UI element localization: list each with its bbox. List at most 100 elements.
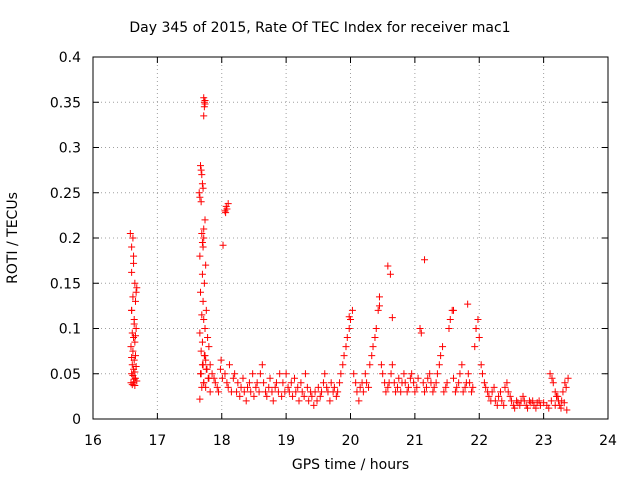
data-point xyxy=(196,395,204,403)
data-point xyxy=(131,297,139,305)
data-point xyxy=(488,388,496,396)
data-point xyxy=(290,374,298,382)
data-point xyxy=(198,180,206,188)
data-point xyxy=(390,379,398,387)
data-point xyxy=(403,388,411,396)
data-point xyxy=(413,383,421,391)
data-point xyxy=(411,388,419,396)
data-point xyxy=(131,352,139,360)
data-point xyxy=(305,397,313,405)
data-point xyxy=(224,383,232,391)
data-point xyxy=(546,370,554,378)
chart-title: Day 345 of 2015, Rate Of TEC Index for r… xyxy=(129,20,511,36)
data-point xyxy=(393,383,401,391)
data-point xyxy=(559,388,567,396)
data-point xyxy=(300,392,308,400)
y-tick-label: 0.3 xyxy=(59,141,81,157)
y-tick-label: 0.1 xyxy=(59,322,81,338)
data-point xyxy=(198,361,206,369)
data-point xyxy=(359,388,367,396)
data-point xyxy=(265,383,273,391)
scatter-points xyxy=(126,94,572,414)
data-point xyxy=(298,388,306,396)
data-point xyxy=(128,243,136,251)
data-point xyxy=(478,370,486,378)
data-point xyxy=(229,374,237,382)
data-point xyxy=(404,383,412,391)
data-point xyxy=(269,397,277,405)
data-point xyxy=(408,370,416,378)
data-point xyxy=(133,284,141,292)
data-point xyxy=(132,325,140,332)
data-point xyxy=(439,343,447,351)
data-point xyxy=(471,343,479,351)
data-point xyxy=(374,306,382,314)
data-point xyxy=(485,392,493,400)
data-point xyxy=(217,356,225,364)
data-point xyxy=(201,216,209,224)
data-point xyxy=(561,379,569,387)
x-tick-label: 21 xyxy=(406,433,424,449)
data-point xyxy=(524,404,532,412)
data-point xyxy=(363,379,371,387)
data-point xyxy=(464,370,472,378)
data-point xyxy=(131,279,139,287)
data-point xyxy=(432,379,440,387)
data-point xyxy=(128,370,136,378)
data-point xyxy=(435,361,443,369)
data-point xyxy=(129,347,137,355)
data-point xyxy=(326,397,334,405)
data-point xyxy=(430,383,438,391)
data-point xyxy=(197,347,205,355)
data-point xyxy=(477,361,485,369)
data-point xyxy=(474,315,482,323)
data-point xyxy=(196,329,204,337)
data-point xyxy=(419,379,427,387)
data-point xyxy=(342,343,350,351)
data-point xyxy=(199,297,207,305)
data-point xyxy=(491,397,499,405)
y-tick-label: 0.05 xyxy=(50,367,81,383)
data-point xyxy=(327,379,335,387)
data-point xyxy=(263,392,271,400)
data-point xyxy=(198,270,206,278)
data-point xyxy=(240,388,248,396)
data-point xyxy=(468,388,476,396)
data-point xyxy=(245,379,253,387)
data-point xyxy=(384,383,392,391)
data-point xyxy=(446,315,454,323)
data-point xyxy=(198,239,206,247)
data-point xyxy=(201,100,209,108)
data-point xyxy=(480,379,488,387)
data-point xyxy=(126,229,134,237)
data-point xyxy=(132,288,140,296)
data-point xyxy=(268,388,276,396)
data-point xyxy=(197,162,205,170)
x-tick-label: 24 xyxy=(599,433,617,449)
data-point xyxy=(519,392,527,400)
data-point xyxy=(208,370,216,378)
data-point xyxy=(472,325,480,332)
data-point xyxy=(426,370,434,378)
data-point xyxy=(221,207,229,215)
data-point xyxy=(369,343,377,351)
data-point xyxy=(131,332,139,340)
data-point xyxy=(387,370,395,378)
data-point xyxy=(198,338,206,346)
data-point xyxy=(557,404,565,412)
data-point xyxy=(236,392,244,400)
data-point xyxy=(334,388,342,396)
data-point xyxy=(417,329,425,337)
data-point xyxy=(294,383,302,391)
data-point xyxy=(348,306,356,314)
data-point xyxy=(284,383,292,391)
data-point xyxy=(195,189,203,197)
data-point xyxy=(421,388,429,396)
data-point xyxy=(529,397,537,405)
data-point xyxy=(424,374,432,382)
data-point xyxy=(128,306,136,314)
data-point xyxy=(475,334,483,342)
y-tick-label: 0.2 xyxy=(59,231,81,247)
data-point xyxy=(224,200,232,208)
